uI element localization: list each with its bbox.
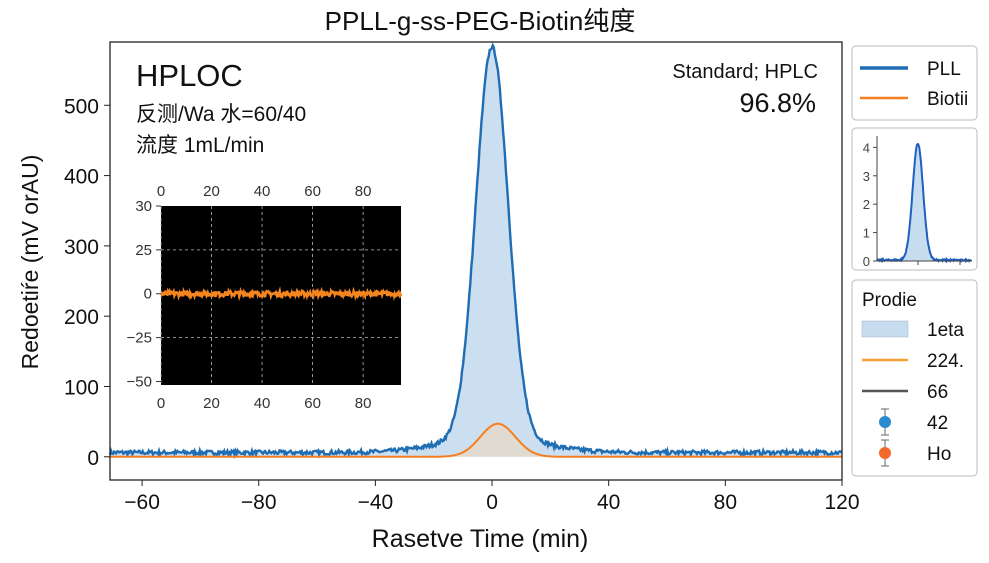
y-tick-label: 300 bbox=[64, 236, 99, 259]
legend-label: 66 bbox=[927, 382, 948, 403]
inset-x-tick-label-bottom: 20 bbox=[203, 395, 220, 412]
legend-label: 224. bbox=[927, 351, 964, 372]
y-tick-label: 400 bbox=[64, 166, 99, 189]
annotation-standard: Standard; HPLC bbox=[672, 61, 818, 83]
legend-marker bbox=[879, 416, 891, 428]
legend-label: Ho bbox=[927, 444, 951, 465]
pll-peak-fill bbox=[110, 45, 842, 457]
plot-frame bbox=[109, 41, 843, 481]
inset-baseline-plot: 0 0 20 20 40 40 60 60 80 80 30 25 0 −25 −50 bbox=[127, 183, 403, 412]
inset-x-tick-label-bottom: 40 bbox=[254, 395, 271, 412]
x-tick-label: 0 bbox=[486, 491, 498, 514]
y-tick-label: 200 bbox=[64, 306, 99, 329]
inset-y-tick-label: 0 bbox=[144, 286, 152, 303]
inset-peak-plot: 0 1 2 3 4 bbox=[851, 127, 978, 271]
y-tick-label: 500 bbox=[64, 95, 99, 118]
inset-y-tick-label: −50 bbox=[127, 373, 152, 390]
inset-right-y-tick-label: 2 bbox=[863, 197, 870, 212]
x-tick-label: 80 bbox=[714, 491, 737, 514]
series-pll-line bbox=[108, 42, 843, 460]
x-tick-label: 40 bbox=[597, 491, 620, 514]
inset-right-y-tick-label: 0 bbox=[863, 254, 870, 269]
inset-x-tick-label-top: 0 bbox=[157, 183, 165, 200]
inset-x-tick-label-top: 80 bbox=[355, 183, 372, 200]
y-tick-label: 0 bbox=[87, 447, 99, 470]
biotin-peak-fill bbox=[110, 423, 842, 457]
inset-peak-line bbox=[876, 142, 973, 264]
inset-x-tick-label-top: 40 bbox=[254, 183, 271, 200]
legend-label: 1eta bbox=[927, 320, 964, 341]
inset-x-tick-label-top: 20 bbox=[203, 183, 220, 200]
x-tick-label: 120 bbox=[824, 491, 859, 514]
annotation-method: HPLOC bbox=[136, 58, 243, 93]
x-tick-label: −80 bbox=[241, 491, 277, 514]
y-axis-label: Redoetiŕe (mV orAU) bbox=[17, 155, 43, 370]
inset-right-y-tick-label: 3 bbox=[863, 169, 870, 184]
annotation-mobile-phase: 反测/Wa 水=60/40 bbox=[136, 103, 306, 126]
inset-y-tick-label: −25 bbox=[127, 330, 152, 347]
legend-bottom: Prodie 1eta 224. 66 42 Ho bbox=[851, 279, 978, 477]
annotation-flow: 流度 1mL/min bbox=[136, 134, 264, 157]
legend-top: PLL Biotii bbox=[851, 45, 978, 121]
x-tick-label: −60 bbox=[124, 491, 160, 514]
legend-label: Biotii bbox=[927, 89, 968, 110]
series-biotin-line bbox=[110, 422, 842, 458]
inset-y-tick-label: 30 bbox=[135, 198, 152, 215]
inset-x-tick-label-top: 60 bbox=[304, 183, 321, 200]
inset-x-tick-label-bottom: 0 bbox=[157, 395, 165, 412]
inset-peak-fill bbox=[877, 144, 972, 261]
chart-title: PPLL-g-ss-PEG-Biotin纯度 bbox=[325, 6, 636, 36]
inset-x-tick-label-bottom: 80 bbox=[355, 395, 372, 412]
legend-label: PLL bbox=[927, 59, 961, 80]
inset-x-tick-label-bottom: 60 bbox=[304, 395, 321, 412]
annotation-purity: 96.8% bbox=[739, 88, 816, 118]
inset-right-y-tick-label: 4 bbox=[863, 140, 870, 155]
inset-y-tick-label: 25 bbox=[135, 242, 152, 259]
x-axis-label: Rasetve Time (min) bbox=[372, 525, 589, 553]
legend-marker bbox=[879, 447, 891, 459]
inset-baseline-line bbox=[160, 286, 403, 302]
legend-title: Prodie bbox=[862, 290, 917, 311]
x-tick-label: −40 bbox=[358, 491, 394, 514]
legend-patch bbox=[861, 320, 909, 338]
y-tick-label: 100 bbox=[64, 376, 99, 399]
inset-right-y-tick-label: 1 bbox=[863, 226, 870, 241]
legend-label: 42 bbox=[927, 413, 948, 434]
